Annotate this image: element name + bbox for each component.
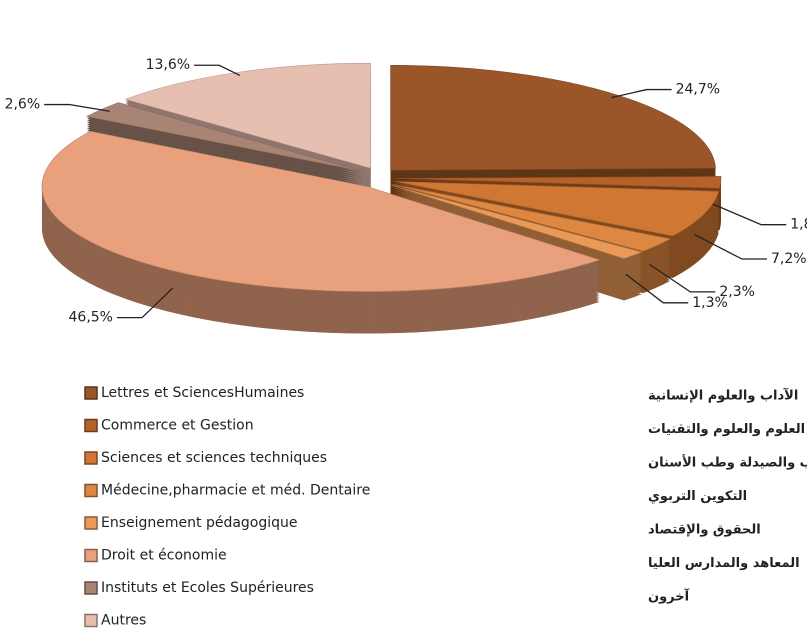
- leader-line: [625, 273, 689, 304]
- pie: 24,7% 1,8% 7,2% 2,3%1,3% 46,5% 2,6% 13,6%: [5, 57, 807, 334]
- arabic-label: الآداب والعلوم الإنسانية: [648, 388, 798, 404]
- legend-label: Instituts et Ecoles Supérieures: [101, 580, 314, 596]
- legend-label: Commerce et Gestion: [101, 418, 254, 434]
- arabic-label: العلوم والعلوم والتقنيات: [648, 422, 805, 437]
- legend: Lettres et SciencesHumaines Commerce et G…: [84, 385, 807, 629]
- legend-label: Sciences et sciences techniques: [101, 450, 327, 466]
- slice: [395, 176, 722, 189]
- slice: [390, 64, 716, 171]
- slice: [392, 183, 672, 252]
- arabic-label: المعاهد والمدارس العليا: [648, 556, 800, 571]
- legend-swatch: [84, 483, 98, 498]
- data-label: 1,8%: [790, 217, 807, 233]
- legend-swatch: [84, 581, 98, 595]
- data-label: 7,2%: [771, 251, 807, 267]
- legend-swatch: [84, 451, 98, 465]
- slice: [395, 181, 720, 237]
- leader-line: [194, 64, 241, 77]
- legend-label: Droit et économie: [101, 548, 227, 564]
- leader-line: [693, 233, 767, 260]
- slice: [41, 131, 601, 292]
- leader-line: [611, 88, 672, 99]
- leader-line: [710, 202, 787, 226]
- slice: [124, 62, 371, 169]
- legend-label: Autres: [101, 613, 146, 629]
- data-label: 13,6%: [146, 57, 190, 73]
- legend-swatch: [84, 418, 98, 433]
- leader-line: [116, 287, 174, 319]
- legend-label: Lettres et SciencesHumaines: [101, 385, 304, 401]
- data-label: 2,3%: [719, 284, 755, 300]
- slice: [391, 184, 643, 259]
- arabic-label: التكوين التربوي: [648, 489, 747, 504]
- data-label: 24,7%: [676, 82, 720, 98]
- arabic-label: آخرون: [648, 588, 690, 605]
- legend-swatch: [84, 613, 98, 628]
- data-label: 46,5%: [69, 310, 113, 326]
- legend-swatch: [84, 516, 98, 530]
- data-label: 2,6%: [5, 97, 41, 113]
- leader-line: [649, 263, 716, 293]
- legend-swatch: [84, 386, 98, 400]
- legend-swatch: [84, 548, 98, 563]
- legend-label: Enseignement pédagogique: [101, 515, 298, 531]
- leader-line: [44, 103, 110, 112]
- data-label: 1,3%: [692, 295, 728, 311]
- legend-label: Médecine,pharmacie et méd. Dentaire: [101, 483, 370, 499]
- arabic-label: الطب والصيدلة وطب الأسنان: [648, 454, 807, 471]
- arabic-label: الحقوق والإقتصاد: [648, 523, 761, 538]
